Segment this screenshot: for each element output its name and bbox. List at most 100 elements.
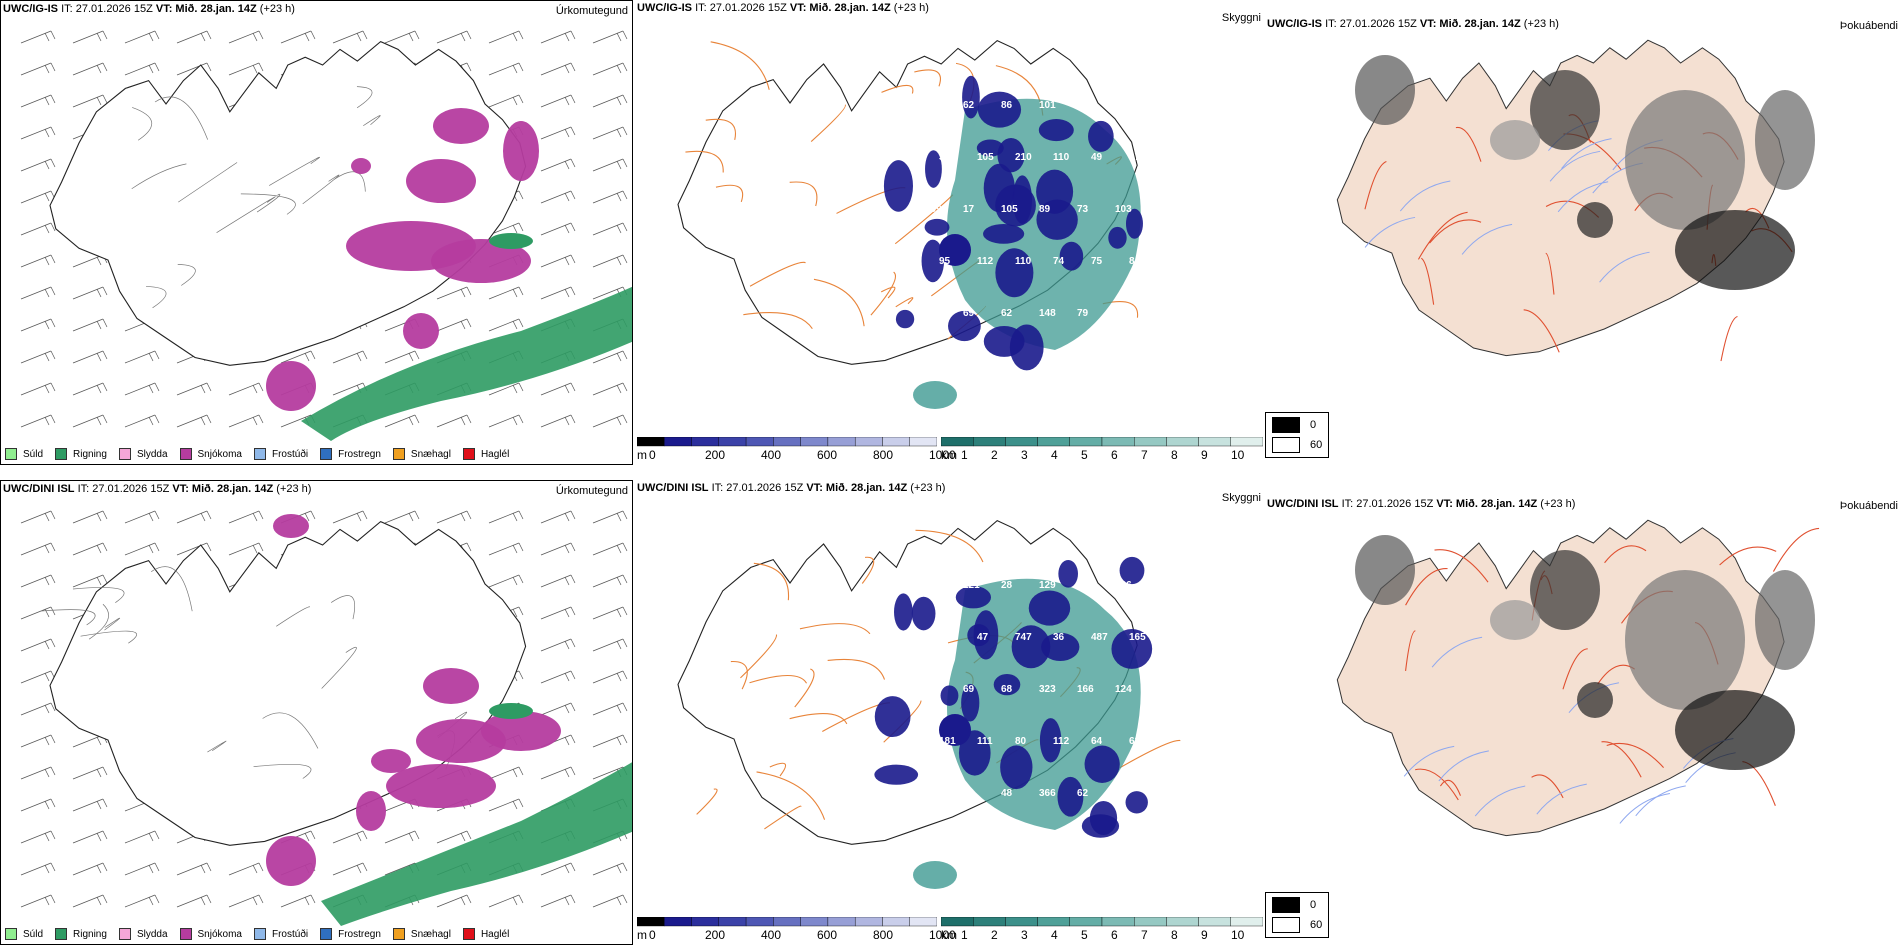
- visibility-value-label: 39: [1115, 308, 1127, 319]
- visibility-panel: UWC/IG-IS IT: 27.01.2026 15Z VT: Mið. 28…: [635, 0, 1265, 465]
- visibility-value-label: 110: [1015, 256, 1032, 267]
- visibility-value-label: 150: [1115, 100, 1132, 111]
- visibility-value-label: 68: [1001, 684, 1013, 695]
- fog-legend-swatch: [1272, 897, 1300, 913]
- model-name: UWC/DINI ISL: [3, 483, 75, 495]
- model-name: UWC/DINI ISL: [1267, 498, 1339, 510]
- legend-swatch: [253, 448, 266, 460]
- visibility-value-label: 86: [1001, 100, 1013, 111]
- init-time: IT: 27.01.2026 15Z: [61, 3, 153, 15]
- visibility-value-label: 63: [963, 788, 975, 799]
- init-time: IT: 27.01.2026 15Z: [695, 2, 787, 14]
- visibility-colorbar-km: km 1 2 3 4 5 6 7 8 9 10: [941, 917, 1263, 943]
- colorbar-unit-m: m: [637, 928, 647, 942]
- legend-swatch: [392, 448, 405, 460]
- colorbar-tick-km: 4: [1051, 928, 1058, 942]
- legend-item: Frostregn: [320, 928, 381, 940]
- visibility-value-label: 62: [1129, 736, 1141, 747]
- visibility-value-label: 115: [925, 788, 942, 799]
- visibility-value-label: 209: [925, 204, 942, 215]
- init-time: IT: 27.01.2026 15Z: [1341, 498, 1434, 510]
- legend-swatch: [179, 928, 192, 940]
- precip-map: [20, 30, 632, 441]
- colorbar-tick-km: 4: [1051, 448, 1058, 462]
- legend-label: Súld: [23, 448, 44, 460]
- visibility-value-label: 73: [925, 100, 937, 111]
- legend-item: Snjókoma: [179, 448, 242, 460]
- visibility-value-label: 48: [1001, 788, 1013, 799]
- panel-title: Úrkomutegund: [555, 485, 628, 497]
- precip-map: [20, 510, 632, 926]
- visibility-value-label: 105: [1001, 204, 1018, 215]
- visibility-value-label: 62: [963, 100, 975, 111]
- visibility-colorbar-km: km 1 2 3 4 5 6 7 8 9 10: [941, 437, 1263, 463]
- model-name: UWC/IG-IS: [637, 2, 692, 14]
- visibility-value-label: 124: [1115, 684, 1132, 695]
- visibility-value-label: 75: [1091, 256, 1103, 267]
- visibility-value-label: 103: [1115, 204, 1132, 215]
- colorbar-tick-km: 7: [1141, 928, 1148, 942]
- visibility-map: [677, 519, 1181, 889]
- visibility-value-label: 366: [1039, 788, 1056, 799]
- visibility-value-label: 47: [977, 632, 989, 643]
- visibility-value-label: 76: [977, 360, 989, 371]
- colorbar-tick-m: 600: [817, 448, 838, 462]
- visibility-value-label: 69: [963, 684, 975, 695]
- legend-swatch: [5, 928, 17, 940]
- colorbar-tick-m: 1000: [929, 928, 956, 942]
- colorbar-tick-m: 0: [649, 928, 656, 942]
- fog-legend-label: 60: [1310, 439, 1323, 451]
- colorbar-unit-m: m: [637, 448, 647, 462]
- model-name: UWC/IG-IS: [1267, 18, 1322, 30]
- visibility-value-label: 123: [1077, 580, 1094, 591]
- visibility-value-label: 110: [1053, 152, 1070, 163]
- visibility-value-label: 49: [1091, 152, 1103, 163]
- visibility-value-label: 62: [1001, 308, 1013, 319]
- visibility-value-label: 89: [1039, 204, 1051, 215]
- legend-swatch: [462, 448, 475, 460]
- visibility-value-label: 181: [939, 736, 956, 747]
- colorbar-tick-m: 0: [649, 448, 656, 462]
- colorbar-tick-m: 400: [761, 928, 782, 942]
- visibility-value-label: 323: [1039, 684, 1056, 695]
- precip-type-panel: UWC/IG-IS IT: 27.01.2026 15Z VT: Mið. 28…: [0, 0, 633, 465]
- legend-swatch: [55, 928, 68, 940]
- legend-swatch: [118, 928, 131, 940]
- visibility-value-label: 80: [1015, 736, 1027, 747]
- precip-legend: Súld Rigning Slydda Snjókoma Frostúði Frostre…: [5, 928, 509, 940]
- legend-label: Slydda: [136, 928, 168, 940]
- lead-time: (+23 h): [893, 2, 929, 14]
- colorbar-tick-km: 6: [1111, 928, 1118, 942]
- model-name: UWC/IG-IS: [3, 3, 58, 15]
- colorbar-tick-km: 8: [1171, 448, 1178, 462]
- colorbar-tick-km: 10: [1231, 928, 1245, 942]
- visibility-panel: UWC/DINI ISL IT: 27.01.2026 15Z VT: Mið.…: [635, 480, 1265, 945]
- visibility-value-label: 148: [1039, 308, 1056, 319]
- fog-map: [1336, 519, 1820, 837]
- colorbar-tick-m: 200: [705, 928, 726, 942]
- valid-time: VT: Mið. 28.jan. 14Z: [789, 2, 891, 14]
- valid-time: VT: Mið. 28.jan. 14Z: [155, 3, 257, 15]
- legend-label: Frostregn: [338, 448, 381, 460]
- fog-scale-legend: 0 60: [1265, 892, 1330, 938]
- legend-item: Snjókoma: [179, 928, 242, 940]
- fog-legend-swatch: [1272, 917, 1300, 933]
- visibility-value-label: 64: [1091, 736, 1103, 747]
- legend-label: Haglél: [480, 448, 510, 460]
- legend-label: Frostregn: [338, 928, 381, 940]
- init-time: IT: 27.01.2026 15Z: [1325, 18, 1417, 30]
- fog-legend-row: 0: [1272, 417, 1322, 433]
- legend-item: Haglél: [462, 448, 510, 460]
- model-header: UWC/IG-IS IT: 27.01.2026 15Z VT: Mið. 28…: [637, 2, 929, 14]
- visibility-value-label: 84: [1129, 256, 1141, 267]
- fog-legend-label: 60: [1310, 919, 1323, 931]
- visibility-colorbar-m: m 0 200 400 600 800 1000: [637, 917, 956, 943]
- legend-label: Frostúði: [271, 448, 309, 460]
- panel-title: Þokuábendi: [1839, 20, 1898, 32]
- visibility-value-label: 105: [977, 152, 994, 163]
- legend-swatch: [320, 928, 333, 940]
- colorbar-tick-km: 2: [991, 448, 998, 462]
- fog-legend-row: 60: [1272, 437, 1322, 453]
- colorbar-unit-km: km: [941, 448, 957, 462]
- fog-indicator-panel: UWC/IG-IS IT: 27.01.2026 15Z VT: Mið. 28…: [1265, 0, 1900, 405]
